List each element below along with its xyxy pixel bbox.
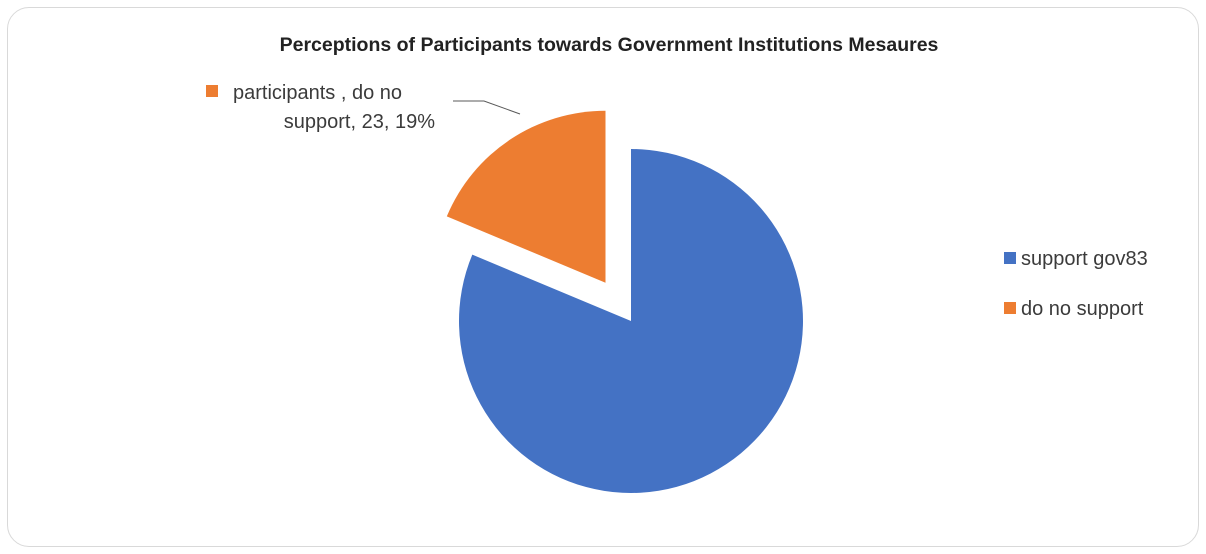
chart-title: Perceptions of Participants towards Gove… — [279, 34, 939, 56]
legend-item-do-no-support: do no support — [1004, 298, 1148, 348]
data-label-line1: participants , do no — [233, 82, 402, 104]
data-label-leader-line — [453, 100, 521, 115]
pie-slice-support — [459, 149, 804, 493]
legend-swatch-support — [1004, 252, 1016, 264]
legend: support gov83 do no support — [1004, 248, 1148, 348]
legend-item-support: support gov83 — [1004, 248, 1148, 298]
legend-label-support: support gov83 — [1021, 248, 1148, 270]
legend-swatch-do-no-support — [1004, 302, 1016, 314]
pie-slice-do-no-support — [446, 110, 606, 283]
data-label-swatch — [206, 85, 218, 97]
data-label-do-no-support: participants , do no support, 23, 19% — [206, 79, 472, 137]
data-label-line2: support, 23, 19% — [283, 111, 435, 133]
legend-label-do-no-support: do no support — [1021, 298, 1144, 320]
